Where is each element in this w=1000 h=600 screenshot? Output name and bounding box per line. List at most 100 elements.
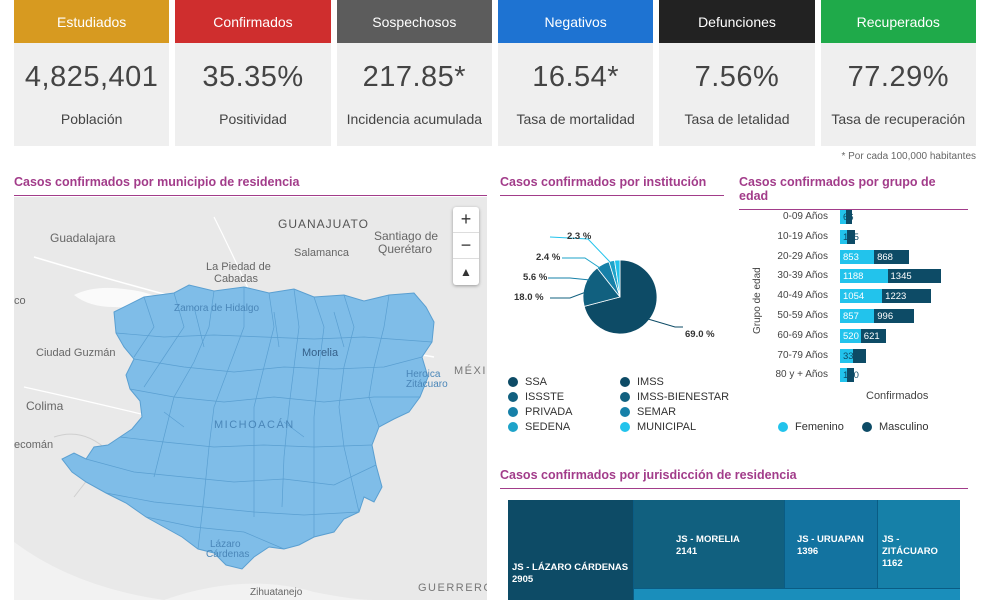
kpi-card-recuperados: Recuperados 77.29% Tasa de recuperación bbox=[820, 0, 976, 146]
compass-reset-button[interactable]: ▲ bbox=[460, 265, 472, 279]
age-bar-masculino[interactable] bbox=[860, 328, 886, 343]
legend-item-sedena[interactable]: SEDENA bbox=[508, 421, 570, 433]
age-bar-label: 331 bbox=[843, 350, 859, 362]
map-label-queretaro-line2: Querétaro bbox=[378, 242, 433, 256]
age-bar-femenino[interactable] bbox=[840, 249, 875, 264]
legend-item-municipal[interactable]: MUNICIPAL bbox=[620, 421, 696, 433]
legend-label: Femenino bbox=[795, 421, 844, 433]
map-label-heroica-line1: Heroica bbox=[406, 369, 441, 380]
legend-item-issste[interactable]: ISSSTE bbox=[508, 391, 564, 403]
pie-slice[interactable] bbox=[582, 267, 621, 307]
legend-item-ssa[interactable]: SSA bbox=[508, 376, 547, 388]
kpi-subtitle: Positividad bbox=[219, 111, 287, 127]
treemap-cell[interactable]: JS - ZITÁCUARO 1162 bbox=[878, 500, 960, 588]
kpi-card-negativos: Negativos 16.54* Tasa de mortalidad bbox=[497, 0, 654, 146]
kpi-header: Negativos bbox=[497, 0, 654, 43]
age-bar-femenino[interactable] bbox=[840, 269, 888, 284]
age-bar-label: 996 bbox=[877, 311, 894, 322]
pie-label: 18.0 % bbox=[514, 292, 544, 303]
legend-dot bbox=[620, 392, 630, 402]
kpi-value: 4,825,401 bbox=[24, 61, 159, 93]
age-bar-label: 520 bbox=[843, 330, 859, 342]
legend-item-femenino[interactable]: Femenino bbox=[778, 421, 844, 433]
legend-label: Masculino bbox=[879, 421, 929, 433]
zoom-in-button[interactable]: + bbox=[453, 207, 479, 233]
map-label-queretaro-line1: Santiago de bbox=[374, 229, 439, 243]
treemap-cell[interactable]: JS - LÁZARO CÁRDENAS 2905 bbox=[508, 500, 633, 600]
map-label-michoacan: MICHOACÁN bbox=[214, 419, 295, 431]
pie-leader-line bbox=[548, 277, 591, 281]
kpi-header: Recuperados bbox=[820, 0, 976, 43]
age-bar-masculino[interactable] bbox=[874, 309, 915, 323]
age-bar-label: 853 bbox=[843, 251, 859, 263]
age-bar-label: 185 bbox=[843, 231, 859, 243]
age-category-label: 10-19 Años bbox=[777, 230, 828, 242]
treemap-cell-value: 1162 bbox=[882, 558, 903, 569]
pie-slice[interactable] bbox=[614, 259, 621, 298]
legend-dot bbox=[508, 422, 518, 432]
map-label-piedad-line1: La Piedad de bbox=[206, 261, 271, 273]
kpi-subtitle: Tasa de mortalidad bbox=[516, 111, 635, 127]
legend-label: PRIVADA bbox=[525, 406, 573, 418]
map-label-morelia: Morelia bbox=[302, 347, 339, 359]
age-bar-masculino[interactable] bbox=[887, 269, 942, 284]
age-bar-masculino[interactable] bbox=[846, 210, 852, 224]
treemap-cell[interactable]: JS - URUAPAN 1396 bbox=[785, 500, 877, 588]
legend-item-masculino[interactable]: Masculino bbox=[862, 421, 929, 433]
age-bar-femenino[interactable] bbox=[840, 309, 875, 323]
legend-dot bbox=[620, 422, 630, 432]
legend-label: SEMAR bbox=[637, 406, 677, 418]
legend-item-imss[interactable]: IMSS bbox=[620, 376, 664, 388]
age-bar-femenino[interactable] bbox=[840, 289, 883, 304]
map-label-mexico: MÉXI bbox=[454, 365, 487, 377]
age-bar-femenino[interactable] bbox=[840, 210, 846, 224]
age-category-label: 80 y + Años bbox=[775, 369, 828, 381]
age-bar-masculino[interactable] bbox=[882, 289, 932, 304]
institution-section-title: Casos confirmados por institución bbox=[500, 175, 724, 196]
kpi-header: Estudiados bbox=[14, 0, 170, 43]
age-bar-femenino[interactable] bbox=[840, 368, 847, 383]
map-label-heroica-line2: Zitácuaro bbox=[406, 379, 448, 390]
age-bar-label: 1345 bbox=[890, 271, 912, 283]
kpi-card-estudiados: Estudiados 4,825,401 Población bbox=[14, 0, 170, 146]
kpi-subtitle: Tasa de recuperación bbox=[831, 111, 966, 127]
map-label-piedad-line2: Cabadas bbox=[214, 273, 259, 285]
ocean-shape bbox=[14, 542, 164, 600]
age-bar-femenino[interactable] bbox=[840, 348, 854, 363]
kpi-value: 35.35% bbox=[202, 61, 304, 93]
kpi-card-confirmados: Confirmados 35.35% Positividad bbox=[175, 0, 331, 146]
legend-dot bbox=[778, 422, 788, 432]
pie-label: 2.3 % bbox=[567, 231, 592, 242]
age-bar-masculino[interactable] bbox=[874, 249, 909, 264]
treemap-cell-name: JS - ZITÁCUARO bbox=[882, 534, 938, 557]
age-bar-label: 621 bbox=[863, 330, 880, 342]
age-bar-masculino[interactable] bbox=[846, 368, 854, 383]
ocean-shape bbox=[164, 583, 374, 600]
legend-label: IMSS bbox=[637, 376, 664, 388]
kpi-header: Defunciones bbox=[659, 0, 815, 43]
treemap-cell-value: 2141 bbox=[676, 546, 698, 557]
age-bar-femenino[interactable] bbox=[840, 328, 861, 343]
age-bar-masculino[interactable] bbox=[853, 348, 867, 363]
pie-leader-line bbox=[647, 318, 683, 328]
age-bar-femenino[interactable] bbox=[840, 229, 848, 244]
treemap-cell-name: JS - MORELIA bbox=[676, 534, 740, 545]
age-bar-label: 66 bbox=[843, 212, 854, 223]
age-bar-masculino[interactable] bbox=[847, 229, 855, 244]
kpi-value: 217.85* bbox=[362, 61, 467, 93]
kpi-header: Confirmados bbox=[175, 0, 331, 43]
legend-item-imss-bienestar[interactable]: IMSS-BIENESTAR bbox=[620, 391, 729, 403]
treemap-small-cells bbox=[634, 589, 960, 600]
legend-item-privada[interactable]: PRIVADA bbox=[508, 406, 572, 418]
map-label-tecoman: ecomán bbox=[14, 439, 54, 451]
age-bar-label: 1188 bbox=[843, 271, 864, 283]
map-canvas[interactable] bbox=[14, 197, 487, 600]
legend-item-semar[interactable]: SEMAR bbox=[620, 406, 676, 418]
zoom-out-button[interactable]: − bbox=[453, 233, 479, 259]
age-category-label: 0-09 Años bbox=[782, 211, 828, 222]
map-label-zamora: Zamora de Hidalgo bbox=[174, 303, 260, 314]
treemap-cell[interactable]: JS - MORELIA 2141 bbox=[634, 500, 784, 588]
municipality-map[interactable]: GUANAJUATO Guadalajara Salamanca Santiag… bbox=[14, 197, 487, 600]
age-x-axis-label: Confirmados bbox=[866, 390, 929, 402]
pie-label: 69.0 % bbox=[685, 329, 715, 340]
